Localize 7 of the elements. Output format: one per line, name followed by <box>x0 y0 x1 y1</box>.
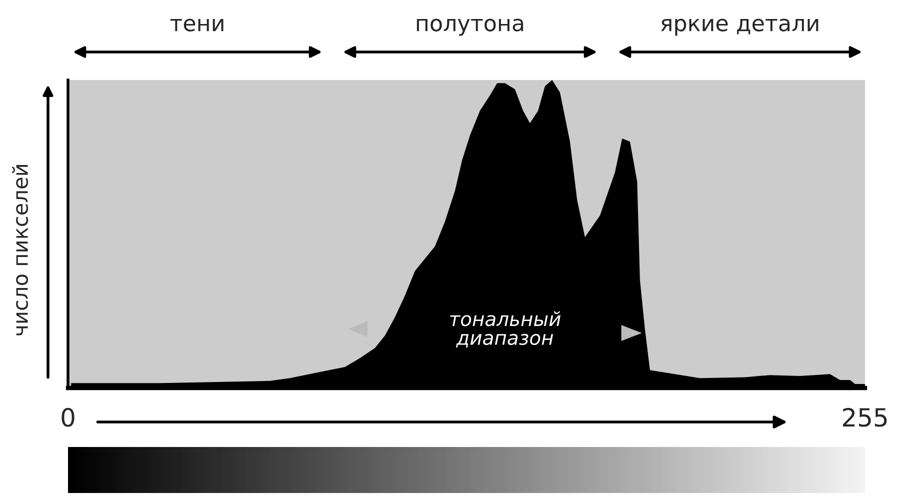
text: полутона <box>416 18 524 36</box>
y-axis-title: число пикселей <box>12 165 28 336</box>
x-tick-label: 0 <box>62 408 74 427</box>
text: тени <box>170 18 224 32</box>
annotation: тональный диапазон <box>450 311 560 348</box>
text: яркие детали <box>661 18 818 36</box>
x-tick-label: 255 <box>842 408 887 427</box>
